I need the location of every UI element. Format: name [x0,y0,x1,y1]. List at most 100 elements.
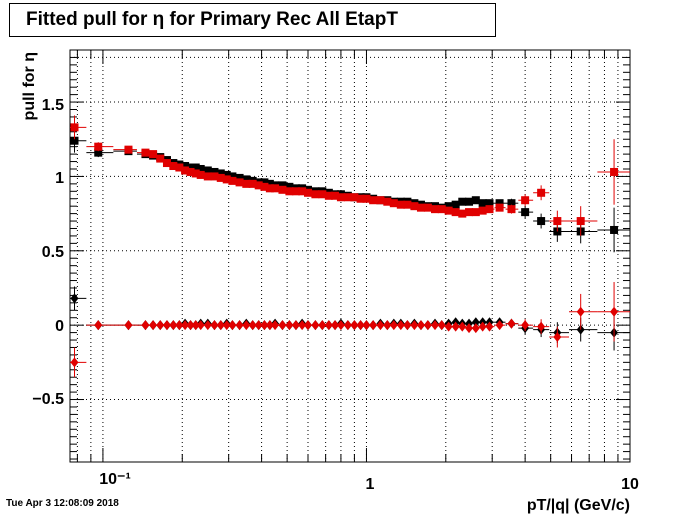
data-point-square [318,190,327,199]
data-point-square [553,217,562,226]
data-point-diamond [324,320,333,331]
data-point-square [216,173,225,182]
data-point-diamond [235,320,244,331]
data-point-square [169,162,178,171]
data-point-diamond [216,320,225,331]
data-point-diamond [362,320,371,331]
data-point-diamond [521,320,530,331]
data-point-square [222,170,231,179]
data-point-diamond [285,320,294,331]
data-point-square [260,182,269,191]
data-point-diamond [336,320,345,331]
data-point-square [242,175,251,184]
data-point-square [303,188,312,197]
data-point-square [210,172,219,181]
data-point-square [265,179,274,188]
data-point-square [175,163,184,172]
data-point-square [451,200,460,209]
data-point-square [260,178,269,187]
y-axis-label: pull for η [21,52,38,120]
data-point-square [465,197,474,206]
data-point-diamond [331,320,340,331]
data-point-diamond [291,320,300,331]
data-point-diamond [149,320,158,331]
data-point-square [369,196,378,205]
plot-frame [69,49,631,463]
data-point-square [451,208,460,217]
data-point-square [291,187,300,196]
data-point-diamond [465,323,474,334]
data-point-square [271,184,280,193]
data-point-square [210,167,219,176]
y-tick-label-1: 1 [55,170,64,187]
data-point-diamond [141,320,150,331]
data-point-square [495,199,504,208]
data-point-square [458,209,467,218]
tick-labels: 10⁻¹ 1 10 −0.5 0 0.5 1 1.5 [32,97,639,493]
data-point-diamond [576,306,585,317]
data-point-square [186,163,195,172]
data-point-diamond [485,321,494,332]
data-point-diamond [175,320,184,331]
x-tick-label-0.1: 10⁻¹ [99,471,131,488]
data-point-square [235,173,244,182]
y-tick-label-0.5: 0.5 [42,244,64,261]
data-point-square [437,205,446,214]
data-point-square [191,169,200,178]
data-point-square [403,200,412,209]
data-point-diamond [254,320,263,331]
data-point-square [610,167,619,176]
data-point-diamond [228,320,237,331]
data-point-square [186,167,195,176]
data-point-square [537,217,546,226]
data-point-diamond [423,320,432,331]
data-point-diamond [383,320,392,331]
data-point-diamond [124,320,133,331]
data-point-square [216,169,225,178]
data-point-diamond [265,320,274,331]
data-point-square [94,148,103,157]
data-point-diamond [553,332,562,343]
data-point-square [507,199,516,208]
data-point-square [235,178,244,187]
data-point-diamond [410,320,419,331]
data-point-square [324,191,333,200]
data-point-square [610,225,619,234]
data-point-diamond [162,320,171,331]
chart-title: Fitted pull for η for Primary Rec All Et… [26,9,398,30]
data-point-square [70,136,79,145]
data-point-diamond [156,320,165,331]
data-point-diamond [451,321,460,332]
data-point-diamond [278,320,287,331]
data-point-square [396,200,405,209]
data-point-diamond [507,318,516,329]
data-point-diamond [169,320,178,331]
data-point-diamond [181,320,190,331]
data-point-square [124,145,133,154]
data-point-square [423,203,432,212]
data-point-diamond [356,320,365,331]
data-point-square [458,197,467,206]
data-point-diamond [369,320,378,331]
data-point-square [285,187,294,196]
data-point-square [196,164,205,173]
data-point-diamond [444,321,453,332]
data-point-diamond [437,320,446,331]
data-point-square [228,176,237,185]
data-point-diamond [248,320,257,331]
data-point-diamond [94,320,103,331]
data-point-diamond [471,323,480,334]
data-point-square [485,205,494,214]
data-point-square [228,172,237,181]
title-box: Fitted pull for η for Primary Rec All Et… [9,3,496,37]
data-point-diamond [260,320,269,331]
x-tick-label-10: 10 [621,476,639,493]
data-point-diamond [478,321,487,332]
data-point-square [94,142,103,151]
data-point-square [156,154,165,163]
data-point-square [149,150,158,159]
data-point-diamond [396,320,405,331]
data-point-diamond [203,320,212,331]
data-point-square [471,208,480,217]
